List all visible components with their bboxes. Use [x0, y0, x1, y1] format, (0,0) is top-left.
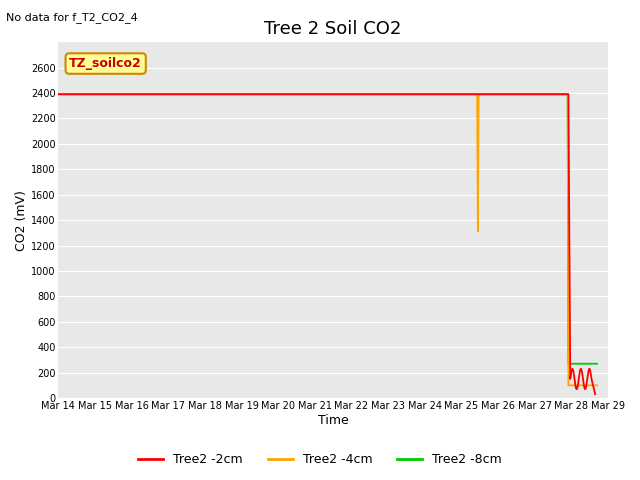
X-axis label: Time: Time: [318, 414, 349, 427]
Y-axis label: CO2 (mV): CO2 (mV): [15, 190, 28, 251]
Text: No data for f_T2_CO2_4: No data for f_T2_CO2_4: [6, 12, 138, 23]
Text: TZ_soilco2: TZ_soilco2: [69, 57, 142, 70]
Title: Tree 2 Soil CO2: Tree 2 Soil CO2: [264, 20, 402, 38]
Legend: Tree2 -2cm, Tree2 -4cm, Tree2 -8cm: Tree2 -2cm, Tree2 -4cm, Tree2 -8cm: [133, 448, 507, 471]
